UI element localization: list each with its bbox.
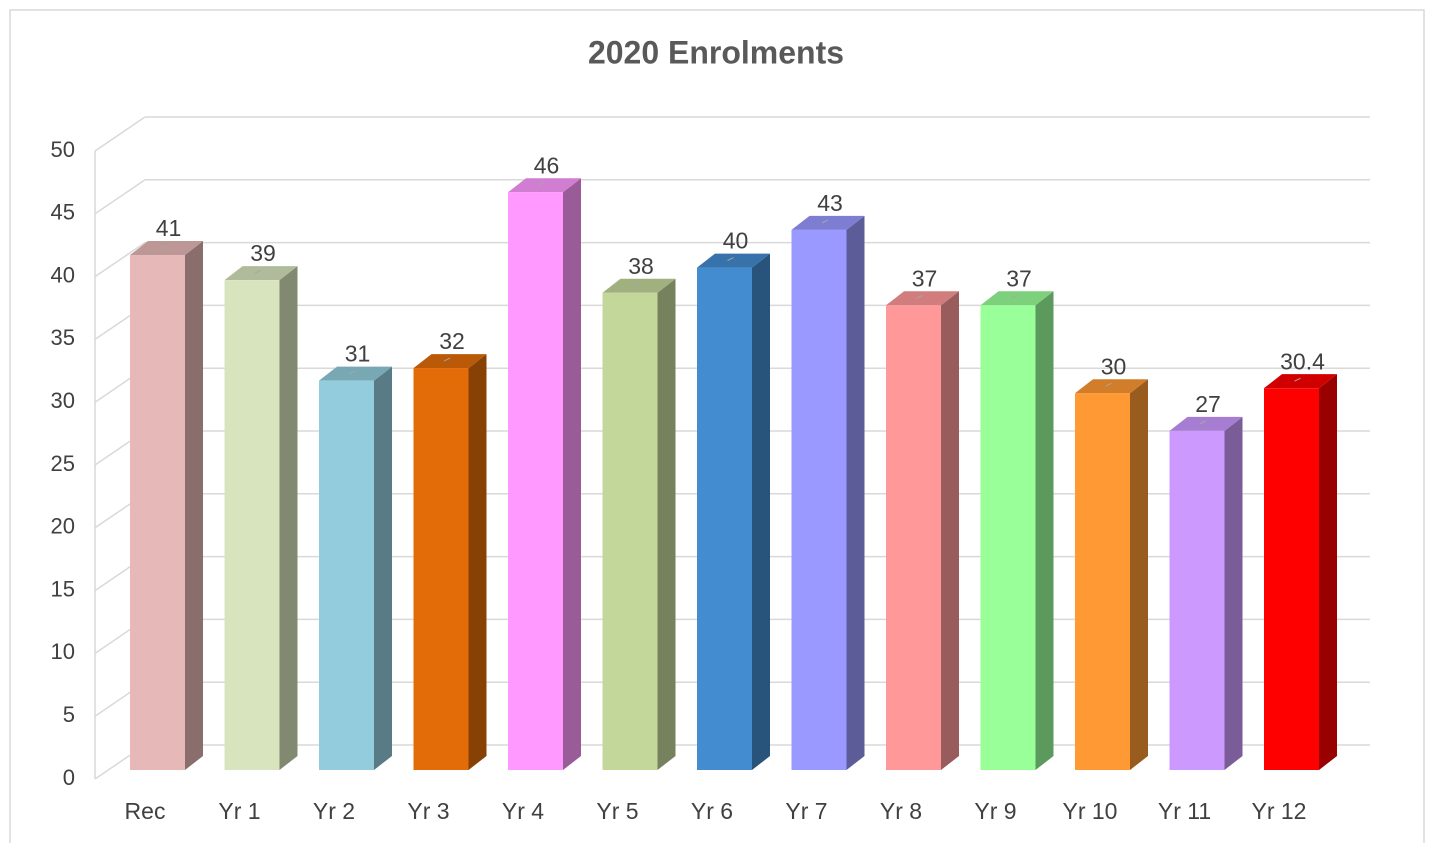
label-leader bbox=[538, 181, 545, 186]
bar bbox=[602, 292, 658, 770]
label-leader bbox=[349, 370, 356, 375]
grid-line bbox=[94, 241, 146, 278]
value-label: 43 bbox=[817, 190, 843, 216]
bar bbox=[319, 380, 374, 770]
bar-side bbox=[941, 291, 959, 770]
x-tick-label: Yr 10 bbox=[1063, 798, 1118, 824]
x-tick-label: Rec bbox=[125, 798, 166, 824]
value-label: 41 bbox=[156, 215, 182, 241]
y-tick-label: 50 bbox=[51, 137, 75, 162]
y-tick-label: 45 bbox=[51, 200, 75, 225]
bar bbox=[886, 305, 941, 770]
label-leader bbox=[916, 294, 923, 299]
bar bbox=[508, 192, 563, 771]
bar bbox=[1075, 393, 1130, 770]
value-label: 39 bbox=[250, 240, 276, 266]
bar bbox=[1169, 430, 1225, 770]
value-label: 30.4 bbox=[1280, 348, 1325, 374]
bar-top bbox=[508, 178, 581, 193]
bar-side bbox=[1224, 416, 1243, 770]
bar-side bbox=[374, 366, 392, 770]
x-tick-label: Yr 5 bbox=[596, 798, 638, 824]
grid-line bbox=[94, 179, 146, 215]
bar bbox=[413, 368, 469, 770]
x-tick-label: Yr 2 bbox=[313, 798, 355, 824]
grid-line bbox=[94, 116, 146, 152]
bar-top bbox=[1169, 416, 1243, 431]
label-leader bbox=[727, 257, 734, 262]
y-tick-label: 20 bbox=[51, 514, 75, 539]
bar-side bbox=[1130, 379, 1148, 770]
bar-side bbox=[468, 354, 487, 770]
y-tick-label: 5 bbox=[63, 702, 75, 727]
chart-title: 2020 Enrolments bbox=[588, 34, 844, 70]
bar bbox=[697, 267, 752, 770]
x-tick-label: Yr 11 bbox=[1158, 798, 1211, 824]
bar-top bbox=[413, 354, 487, 369]
bar-top bbox=[980, 291, 1054, 306]
bar-side bbox=[185, 241, 203, 771]
bar-top bbox=[319, 366, 392, 381]
bar bbox=[980, 305, 1036, 770]
value-label: 37 bbox=[1006, 265, 1032, 291]
bar bbox=[791, 229, 847, 771]
bar-side bbox=[279, 266, 298, 770]
value-label: 38 bbox=[628, 253, 654, 279]
bar-top bbox=[130, 241, 203, 256]
value-label: 31 bbox=[345, 341, 371, 367]
y-tick-label: 15 bbox=[51, 576, 75, 601]
bar bbox=[130, 255, 185, 771]
x-tick-label: Yr 9 bbox=[974, 798, 1016, 824]
value-label: 40 bbox=[723, 228, 749, 254]
x-tick-label: Yr 6 bbox=[691, 798, 733, 824]
label-leader bbox=[632, 282, 640, 287]
x-tick-label: Yr 7 bbox=[785, 798, 827, 824]
label-leader bbox=[1294, 377, 1301, 382]
y-tick-label: 25 bbox=[51, 451, 75, 476]
label-leader bbox=[1199, 420, 1207, 425]
value-label: 37 bbox=[912, 265, 938, 291]
bar-side bbox=[846, 215, 865, 771]
bar-side bbox=[1319, 374, 1337, 770]
label-leader bbox=[821, 219, 829, 224]
bar-side bbox=[1035, 291, 1054, 770]
label-leader bbox=[1105, 382, 1112, 387]
bar-top bbox=[697, 253, 770, 268]
bar-side bbox=[752, 253, 770, 771]
bar-side bbox=[657, 278, 676, 770]
x-tick-label: Yr 8 bbox=[880, 798, 922, 824]
y-tick-label: 10 bbox=[51, 639, 75, 664]
bar-side bbox=[563, 178, 581, 771]
value-label: 27 bbox=[1195, 391, 1221, 417]
value-label: 30 bbox=[1101, 353, 1127, 379]
value-label: 32 bbox=[439, 328, 465, 354]
bar bbox=[1264, 388, 1319, 770]
x-tick-label: Yr 4 bbox=[502, 798, 544, 824]
x-tick-label: Yr 3 bbox=[407, 798, 449, 824]
bar-top bbox=[1264, 374, 1337, 389]
y-tick-label: 40 bbox=[51, 262, 75, 287]
bar-top bbox=[791, 215, 865, 230]
bar bbox=[224, 280, 280, 770]
y-tick-label: 35 bbox=[51, 325, 75, 350]
bar-top bbox=[602, 278, 676, 293]
y-tick-label: 0 bbox=[63, 765, 75, 790]
bar-top bbox=[1075, 379, 1148, 394]
bar-top bbox=[886, 291, 959, 306]
y-tick-label: 30 bbox=[51, 388, 75, 413]
label-leader bbox=[254, 269, 262, 274]
value-label: 46 bbox=[534, 152, 560, 178]
x-tick-label: Yr 1 bbox=[218, 798, 260, 824]
label-leader bbox=[443, 357, 451, 362]
label-leader bbox=[160, 244, 167, 249]
label-leader bbox=[1010, 294, 1018, 299]
bar-top bbox=[224, 266, 298, 281]
x-tick-label: Yr 12 bbox=[1252, 798, 1307, 824]
